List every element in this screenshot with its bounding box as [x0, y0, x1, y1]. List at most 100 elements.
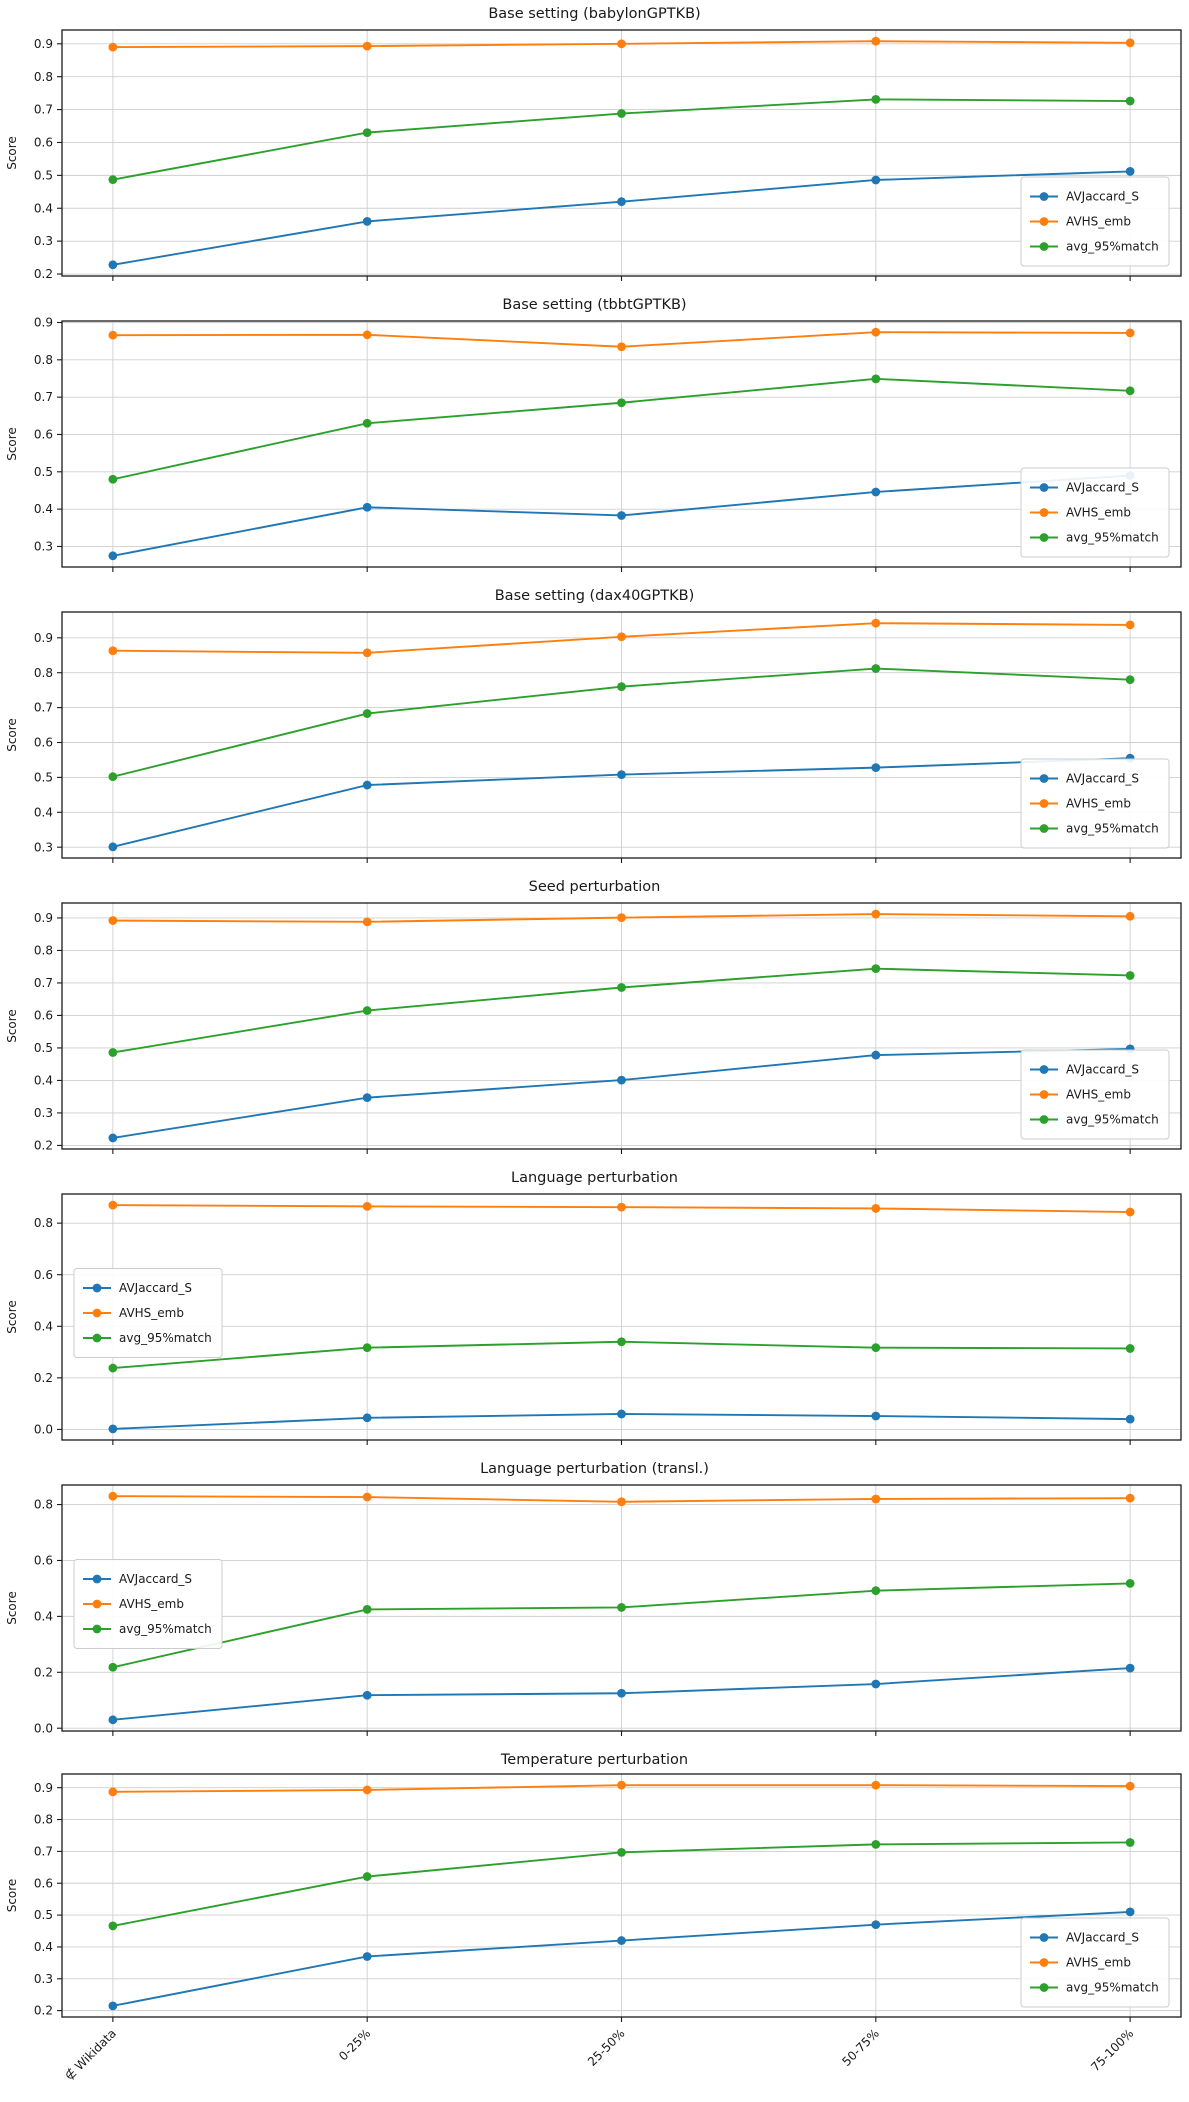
data-point	[108, 551, 118, 561]
series-AVHS_emb	[108, 327, 1135, 352]
data-point	[362, 917, 372, 927]
legend-entry: AVHS_emb	[1030, 797, 1131, 811]
data-point	[362, 1093, 372, 1103]
legend-marker	[1039, 1933, 1049, 1942]
legend-marker	[1039, 508, 1049, 517]
legend-label: AVHS_emb	[119, 1597, 184, 1611]
plot-svg: 0.3 0.4 0.5 0.6 0.7 0.8 0.9 Score AVJaccard_S AVH…	[5, 611, 1182, 863]
y-tick-label: 0.5	[34, 168, 53, 182]
data-point	[108, 1133, 118, 1143]
legend-marker	[1039, 242, 1049, 251]
y-tick-label: 0.9	[34, 911, 53, 925]
legend-label: AVHS_emb	[1066, 1956, 1131, 1970]
y-tick-label: 0.9	[34, 1781, 53, 1795]
data-point	[871, 909, 881, 919]
legend: AVJaccard_S AVHS_emb avg_95%match	[1020, 1049, 1170, 1140]
data-point	[617, 1497, 626, 1507]
data-point	[362, 1343, 372, 1353]
y-tick-label: 0.8	[34, 666, 53, 680]
y-tick-label: 0.7	[34, 103, 53, 117]
data-point	[108, 1787, 118, 1797]
y-tick-label: 0.8	[34, 353, 53, 367]
legend-label: AVJaccard_S	[1066, 1931, 1139, 1945]
data-point	[1125, 1781, 1135, 1791]
y-tick-label: 0.3	[34, 234, 53, 248]
subplot-seed-perturbation: Seed perturbation 0.2 0.3 0.4 0.5 0.6 0.7 0.8 0.…	[0, 873, 1189, 1164]
data-point	[1125, 386, 1135, 396]
y-tick-label: 0.6	[34, 1268, 53, 1282]
data-point	[362, 41, 372, 51]
data-point	[108, 1715, 118, 1725]
x-tick-label: 75-100%	[1088, 2026, 1136, 2074]
legend-entry: AVJaccard_S	[1030, 1931, 1139, 1945]
y-tick-label: 0.5	[34, 465, 53, 479]
data-point	[871, 1920, 881, 1930]
axis-ticks: 0.2 0.3 0.4 0.5 0.6 0.7 0.8 0.9	[34, 37, 1131, 281]
legend-label: AVJaccard_S	[119, 1572, 192, 1586]
legend-entry: avg_95%match	[1030, 531, 1159, 545]
axis-ticks: 0.2 0.3 0.4 0.5 0.6 0.7 0.8 0.9	[34, 1781, 1131, 2022]
data-point	[617, 511, 626, 520]
legend-marker	[1039, 533, 1049, 542]
data-point	[617, 1603, 626, 1612]
data-point	[362, 1952, 372, 1961]
axis-ticks: 0.0 0.2 0.4 0.6 0.8	[34, 1498, 1131, 1736]
y-tick-label: 0.4	[34, 1609, 53, 1623]
chart-title: Language perturbation (transl.)	[480, 1461, 709, 1477]
subplot-base-dax40gptkb: Base setting (dax40GPTKB) 0.3 0.4 0.5 0.6 0.7…	[0, 582, 1189, 873]
legend: AVJaccard_S AVHS_emb avg_95%match	[1020, 176, 1170, 267]
y-tick-label: 0.0	[34, 1721, 53, 1735]
y-tick-label: 0.3	[34, 1106, 53, 1120]
data-point	[362, 418, 372, 428]
y-tick-label: 0.3	[34, 1972, 53, 1986]
y-tick-label: 0.6	[34, 736, 53, 750]
data-point	[108, 260, 118, 270]
legend-marker	[1039, 192, 1049, 201]
data-point	[362, 648, 372, 658]
subplot-language-perturbation: Language perturbation 0.0 0.2 0.4 0.6 0.8 Scor…	[0, 1164, 1189, 1455]
series-avg_95%match	[108, 1337, 1135, 1373]
data-point	[108, 916, 118, 925]
y-tick-label: 0.8	[34, 1498, 53, 1512]
data-point	[108, 1048, 118, 1057]
plot-svg: 0.0 0.2 0.4 0.6 0.8 Score AVJaccard_S AVHS_emba…	[5, 1484, 1182, 1736]
data-point	[1125, 1907, 1135, 1917]
data-point	[617, 1075, 626, 1085]
data-point	[617, 770, 626, 780]
legend-label: AVHS_emb	[119, 1306, 184, 1320]
legend-entry: AVHS_emb	[1030, 215, 1131, 229]
x-tick-label: ∉ Wikidata	[62, 2026, 119, 2083]
data-point	[362, 1872, 372, 1881]
y-axis-label: Score	[5, 718, 19, 752]
data-point	[617, 983, 626, 992]
legend-label: AVHS_emb	[1066, 215, 1131, 229]
data-point	[108, 42, 118, 52]
legend-label: AVJaccard_S	[1066, 772, 1139, 786]
series-AVHS_emb	[108, 1780, 1135, 1797]
legend-label: AVHS_emb	[1066, 797, 1131, 811]
legend: AVJaccard_S AVHS_emb avg_95%match	[73, 1559, 223, 1649]
y-tick-label: 0.5	[34, 1041, 53, 1055]
legend-entry: AVJaccard_S	[83, 1281, 192, 1295]
data-point	[1125, 1663, 1135, 1673]
data-point	[1125, 620, 1135, 630]
y-axis-label: Score	[5, 427, 19, 461]
legend-entry: avg_95%match	[83, 1331, 212, 1345]
data-point	[108, 1200, 118, 1210]
y-tick-label: 0.2	[34, 2004, 53, 2018]
legend-marker	[1039, 799, 1049, 808]
data-point	[871, 36, 881, 46]
data-point	[871, 618, 881, 628]
data-point	[362, 1006, 372, 1015]
y-tick-label: 0.3	[34, 540, 53, 554]
legend-entry: AVHS_emb	[83, 1597, 184, 1611]
y-tick-label: 0.7	[34, 1844, 53, 1858]
data-point	[108, 1921, 118, 1931]
y-tick-label: 0.6	[34, 1554, 53, 1568]
data-point	[617, 632, 626, 642]
data-point	[871, 763, 881, 773]
legend-entry: avg_95%match	[1030, 240, 1159, 254]
data-point	[617, 1780, 626, 1790]
legend-marker	[92, 1333, 102, 1343]
y-tick-label: 0.4	[34, 1940, 53, 1954]
